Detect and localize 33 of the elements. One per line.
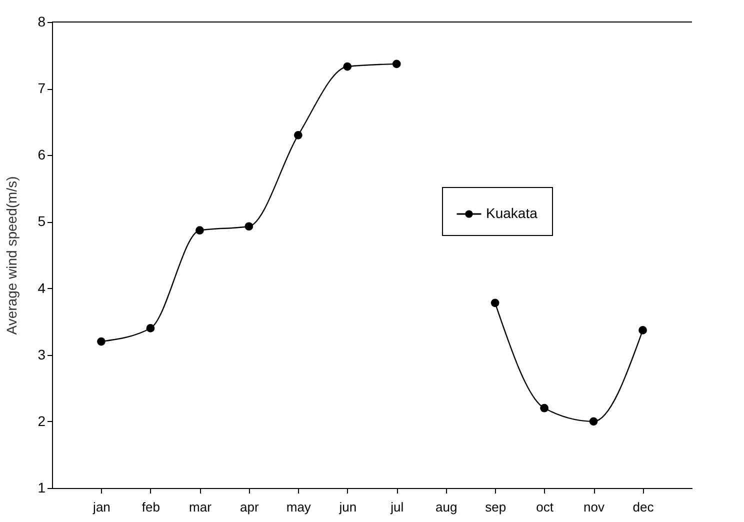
x-tick-label: apr [240, 500, 260, 514]
point [392, 60, 401, 68]
point [146, 324, 155, 332]
x-tick-label: feb [142, 500, 160, 514]
x-tick-label: jul [390, 500, 404, 514]
y-tick-label: 2 [38, 412, 46, 429]
point [540, 404, 548, 412]
point [294, 130, 302, 140]
y-tick-label: 1 [38, 480, 46, 496]
y-tick-label: 7 [38, 80, 46, 96]
x-tick-label: aug [435, 500, 458, 514]
x-tick-label: sep [485, 500, 506, 514]
y-axis-title: Average wind speed(m/s) [4, 176, 20, 335]
y-tick-label: 6 [38, 146, 46, 163]
x-tick-label: nov [584, 500, 606, 514]
x-tick-label: may [286, 500, 312, 514]
x-tick-label: dec [632, 500, 654, 514]
point [343, 62, 352, 71]
x-tick-label: jun [338, 500, 357, 514]
point [638, 326, 647, 334]
x-tick-label: oct [536, 500, 554, 514]
x-tick-label: jan [92, 500, 110, 514]
y-tick-label: 5 [38, 213, 46, 230]
point [97, 337, 106, 346]
y-tick-label: 8 [38, 14, 46, 30]
y-tick-label: 4 [38, 280, 46, 296]
point [196, 226, 204, 235]
point [244, 222, 254, 231]
point [490, 298, 500, 308]
y-tick-label: 3 [38, 346, 46, 362]
x-tick-label: mar [188, 500, 212, 514]
legend-label: Kuakata [486, 205, 538, 221]
point [589, 417, 598, 426]
